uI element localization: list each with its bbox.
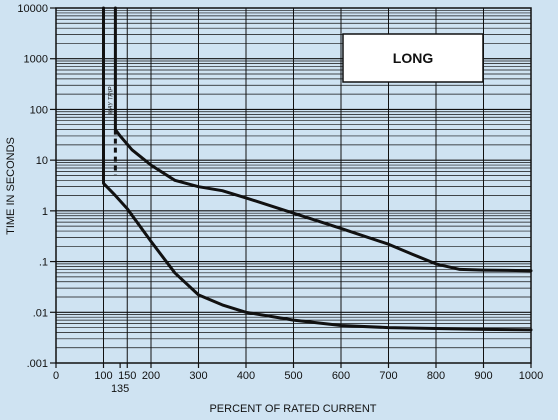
x-tick-label: 400 bbox=[237, 370, 255, 382]
long-label: LONG bbox=[393, 50, 434, 66]
y-tick-label: 10000 bbox=[17, 3, 48, 15]
x-tick-label: 150 bbox=[118, 370, 136, 382]
x-tick-label: 100 bbox=[94, 370, 112, 382]
x-tick-label: 800 bbox=[427, 370, 445, 382]
x-tick-label: 500 bbox=[284, 370, 302, 382]
y-axis-title: TIME IN SECONDS bbox=[5, 137, 17, 235]
y-tick-label: .1 bbox=[39, 257, 48, 269]
x-tick-label: 0 bbox=[53, 370, 59, 382]
x-axis-title: PERCENT OF RATED CURRENT bbox=[209, 403, 376, 415]
y-tick-label: 1000 bbox=[24, 54, 48, 66]
x-tick-label: 1000 bbox=[519, 370, 543, 382]
x-tick-label: 200 bbox=[142, 370, 160, 382]
y-tick-label: .01 bbox=[33, 307, 48, 319]
y-tick-label: .001 bbox=[27, 358, 48, 370]
x-tick-label-extra: 135 bbox=[111, 383, 129, 395]
x-tick-label: 300 bbox=[189, 370, 207, 382]
x-tick-label: 600 bbox=[332, 370, 350, 382]
x-tick-label: 700 bbox=[379, 370, 397, 382]
x-tick-label: 900 bbox=[474, 370, 492, 382]
y-tick-label: 1 bbox=[42, 206, 48, 218]
y-tick-label: 10 bbox=[36, 155, 48, 167]
y-tick-label: 100 bbox=[30, 104, 48, 116]
may-trip-annotation: MAY TRIP bbox=[108, 87, 114, 115]
